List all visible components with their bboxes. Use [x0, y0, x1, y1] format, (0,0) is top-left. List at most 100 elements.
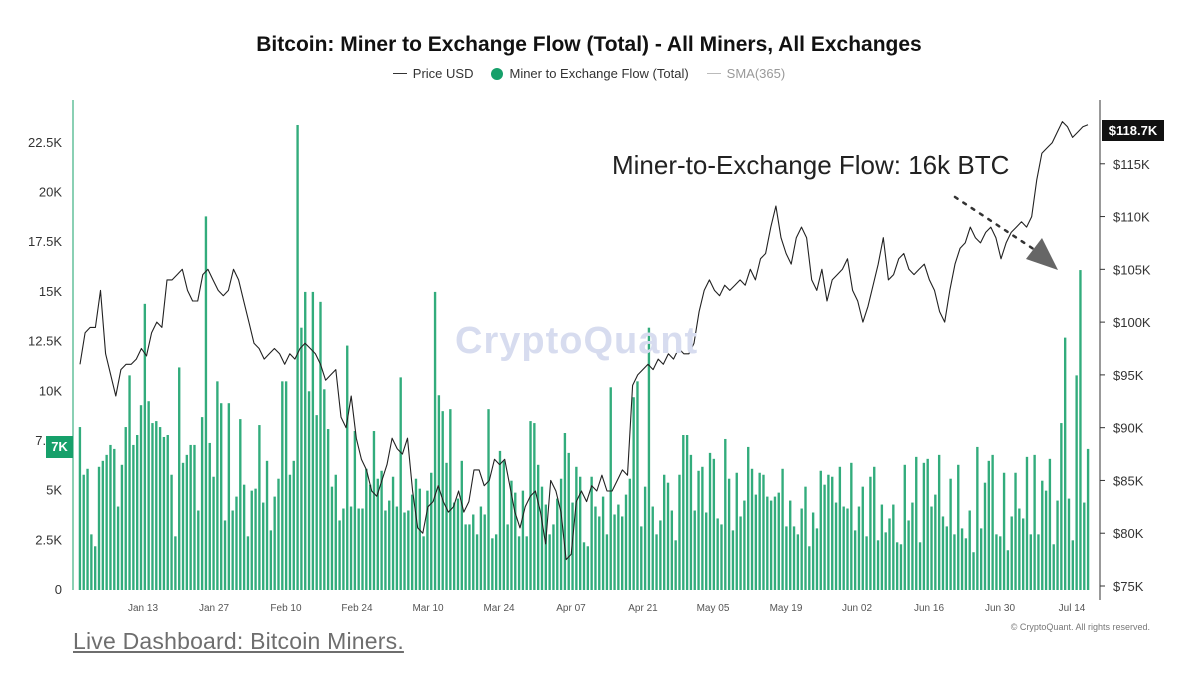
flow-bar	[1052, 544, 1055, 590]
legend-label-price: Price USD	[412, 66, 474, 81]
flow-bar	[552, 524, 555, 590]
right-tick-label: $115K	[1113, 157, 1150, 172]
flow-bar	[422, 536, 425, 590]
flow-bar	[464, 524, 467, 590]
flow-bar	[716, 518, 719, 590]
flow-bar	[353, 431, 357, 590]
flow-bar	[525, 536, 528, 590]
flow-bar	[456, 498, 460, 590]
flow-bar	[991, 454, 994, 590]
live-dashboard-link[interactable]: Live Dashboard: Bitcoin Miners.	[73, 628, 404, 654]
flow-bar	[918, 542, 922, 590]
flow-bar	[151, 423, 154, 590]
flow-bar	[403, 512, 406, 590]
flow-bar	[319, 301, 322, 590]
x-tick-label: Jun 16	[914, 603, 944, 614]
flow-bar	[521, 490, 525, 590]
flow-bar	[743, 500, 746, 590]
flow-bar	[162, 436, 166, 590]
flow-bar	[1075, 375, 1078, 590]
flow-bar	[670, 510, 674, 590]
flow-bar	[311, 291, 315, 590]
right-tick-label: $100K	[1113, 315, 1151, 330]
right-tick-label: $85K	[1113, 473, 1144, 488]
sma-legend-line-icon	[706, 73, 721, 74]
flow-bar	[227, 403, 231, 590]
flow-bar	[979, 528, 983, 590]
left-tick-label: 20K	[39, 185, 62, 200]
flow-bar	[254, 488, 257, 590]
x-tick-label: Jan 13	[128, 603, 158, 614]
flow-bar	[258, 425, 261, 590]
flow-bar	[895, 542, 899, 590]
watermark: CryptoQuant	[455, 320, 699, 362]
flow-bar	[861, 486, 864, 590]
flow-bar	[563, 433, 567, 590]
flow-bar	[1063, 337, 1067, 590]
flow-bar	[739, 516, 742, 590]
right-tick-label: $110K	[1113, 210, 1150, 225]
flow-bar	[384, 510, 387, 590]
flow-bar	[995, 534, 998, 590]
flow-bar	[139, 405, 143, 590]
annotation-arrow	[953, 195, 1058, 270]
flow-bar	[758, 472, 761, 590]
flow-bar	[216, 381, 219, 590]
flow-bar	[1018, 508, 1021, 590]
flow-bar	[682, 435, 685, 590]
legend-item-price[interactable]: Price USD	[392, 66, 474, 81]
flow-bar	[372, 431, 376, 590]
flow-bar	[594, 506, 597, 590]
flow-bar	[231, 510, 234, 590]
flow-bar	[579, 476, 582, 590]
right-axis-ticks: $75K $80K $85K $90K $95K $100K $105K $110K $115K	[1100, 157, 1151, 594]
flow-bar	[158, 427, 162, 590]
flow-bar	[621, 516, 624, 590]
flow-bar	[617, 504, 620, 590]
flow-legend-dot-icon	[491, 67, 504, 80]
flow-bar	[281, 381, 284, 590]
flow-bar	[472, 514, 475, 590]
flow-bar	[628, 478, 632, 590]
flow-bar	[166, 435, 169, 590]
flow-bar	[120, 464, 124, 590]
flow-bar	[727, 478, 731, 590]
flow-bar	[514, 492, 517, 590]
flow-bar	[815, 528, 819, 590]
legend-item-sma[interactable]: SMA(365)	[706, 66, 785, 81]
flow-bar	[720, 524, 723, 590]
flow-bar	[1033, 454, 1036, 590]
flow-bar	[323, 389, 326, 590]
flow-bar	[265, 460, 269, 590]
flow-bar	[132, 444, 135, 590]
flow-bar	[685, 435, 689, 590]
flow-bar	[941, 516, 945, 590]
flow-bar	[857, 506, 861, 590]
right-tick-label: $95K	[1113, 368, 1144, 383]
flow-bar	[426, 490, 429, 590]
flow-bar	[647, 327, 651, 590]
flow-bar	[391, 476, 395, 590]
flow-bar	[437, 395, 441, 590]
price-legend-line-icon	[392, 73, 407, 74]
flow-bar	[365, 468, 368, 590]
flow-bar	[307, 391, 311, 590]
legend-item-flow[interactable]: Miner to Exchange Flow (Total)	[491, 66, 689, 81]
flow-bar	[197, 510, 200, 590]
flow-bar	[90, 534, 93, 590]
flow-bar	[223, 520, 227, 590]
flow-bar	[575, 466, 578, 590]
flow-bar	[399, 377, 402, 590]
flow-bar	[777, 492, 780, 590]
flow-bar	[586, 546, 590, 590]
chart-legend: Price USD Miner to Exchange Flow (Total)…	[0, 66, 1178, 81]
flow-bar	[97, 466, 101, 590]
left-tick-label: 15K	[39, 284, 62, 299]
flow-bar	[82, 474, 85, 590]
flow-bar	[968, 510, 971, 590]
left-tick-label: 10K	[39, 383, 62, 398]
flow-bar	[972, 552, 975, 590]
flow-bar	[663, 474, 666, 590]
flow-bar	[693, 510, 696, 590]
